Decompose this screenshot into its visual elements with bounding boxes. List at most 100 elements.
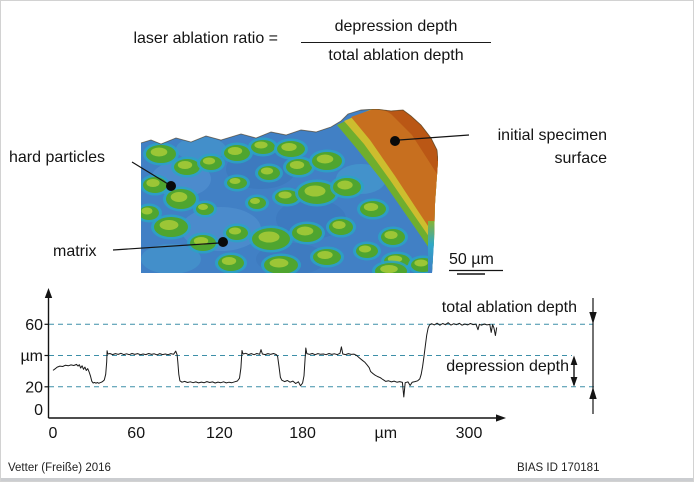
particle-core — [170, 192, 188, 202]
particle-core — [159, 220, 179, 230]
x-tick-label-0: 0 — [49, 425, 58, 442]
hard-particle-blob — [295, 179, 339, 207]
hard-particle-blob — [261, 253, 301, 273]
hard-particle-blob — [245, 194, 269, 212]
hard-particle-blob — [171, 156, 203, 178]
y-axis-arrowhead — [44, 288, 53, 298]
hard-particle-blobs — [141, 137, 438, 273]
hard-particle-blob — [223, 223, 251, 243]
particle-core — [363, 203, 379, 211]
hard-particle-blob — [215, 252, 247, 273]
particle-core — [296, 226, 314, 236]
particle-core — [227, 147, 243, 155]
x-tick-label-300: 300 — [456, 425, 483, 442]
formula-lhs: laser ablation ratio = — [133, 30, 278, 47]
formula-numerator: depression depth — [334, 18, 458, 35]
fraction-line — [301, 42, 491, 43]
hard-particle-blob — [248, 137, 278, 157]
particle-core — [193, 237, 209, 245]
hard-particle-blob — [353, 241, 381, 261]
y-tick-label-0: 0 — [34, 402, 43, 419]
particle-core — [380, 265, 398, 273]
x-tick-label-µm: µm — [375, 425, 398, 442]
particle-core — [260, 167, 274, 175]
right-edge-gradient — [428, 221, 438, 273]
hard-particle-blob — [221, 142, 253, 164]
x-tick-label-120: 120 — [206, 425, 233, 442]
particle-core — [198, 204, 208, 210]
depth-profile-line — [52, 322, 498, 398]
hard-particle-blob — [274, 138, 308, 160]
source-credit: Vetter (Freiße) 2016 — [8, 462, 111, 474]
hard-particle-blob — [249, 225, 293, 253]
hard-particle-blob — [141, 203, 162, 223]
depression-depth-label: depression depth — [446, 358, 569, 375]
particle-core — [141, 207, 153, 215]
y-tick-label-µm: µm — [20, 348, 43, 365]
hard-particle-blob — [187, 232, 219, 254]
particle-core — [414, 259, 428, 267]
hard-particle-blob — [378, 226, 408, 248]
hard-particle-blob — [197, 153, 225, 173]
particle-core — [202, 157, 216, 165]
hard-particle-blob — [141, 174, 170, 196]
hard-particle-blob — [372, 260, 410, 273]
surface-top-edge — [141, 109, 438, 162]
x-axis-arrowhead — [496, 414, 506, 422]
topography-micrograph — [141, 109, 438, 273]
hard-particle-blob — [151, 214, 191, 240]
particle-core — [337, 180, 353, 190]
particle-core — [221, 257, 237, 265]
hard-particle-blob — [326, 216, 356, 238]
particle-core — [254, 141, 268, 149]
hard-particle-blob — [272, 187, 302, 207]
particle-core — [146, 179, 160, 187]
matrix-label: matrix — [53, 243, 97, 260]
hard-particle-blob — [330, 175, 364, 199]
y-tick-label-20: 20 — [25, 379, 43, 396]
particle-core — [250, 198, 260, 204]
hard-particle-blob — [255, 163, 283, 183]
matrix-texture-patch — [141, 244, 201, 273]
initial-surface-label-line2: surface — [554, 150, 607, 167]
hard-particle-blob — [143, 142, 179, 166]
hard-particles-label: hard particles — [9, 149, 106, 166]
hard-particle-blob — [224, 174, 250, 192]
particle-core — [384, 231, 398, 239]
particle-core — [177, 161, 193, 169]
total-depth-up-arrowhead — [589, 387, 597, 399]
particle-core — [258, 231, 280, 243]
formula-denominator: total ablation depth — [328, 47, 464, 64]
particle-core — [317, 251, 333, 259]
hard-particle-blob — [283, 156, 315, 178]
hard-particle-blob — [310, 246, 344, 268]
initial-surface-red — [379, 109, 438, 177]
particle-core — [304, 185, 326, 197]
particle-core — [229, 178, 241, 184]
x-tick-label-60: 60 — [127, 425, 145, 442]
initial-surface-label-line1: initial specimen — [497, 127, 607, 144]
particle-core — [281, 143, 297, 151]
bottom-border-band — [1, 478, 693, 481]
particle-core — [289, 161, 305, 169]
y-tick-label-60: 60 — [25, 317, 43, 334]
total-depth-down-arrowhead — [589, 312, 597, 324]
initial-surface-label: initial specimen surface — [498, 124, 607, 170]
particle-core — [316, 154, 334, 164]
depression-depth-down-arrowhead — [570, 377, 578, 387]
particle-core — [269, 258, 289, 268]
hard-particle-blob — [163, 186, 199, 212]
particle-core — [278, 191, 292, 199]
figure-id: BIAS ID 170181 — [517, 462, 600, 474]
particle-core — [150, 147, 168, 157]
scale-bar-label: 50 µm — [449, 251, 494, 268]
depth-profile-chart: 60 µm 20 00 60 120 180 µm 300 — [20, 317, 594, 442]
total-ablation-depth-label: total ablation depth — [441, 299, 577, 316]
hard-particle-blob — [289, 221, 325, 245]
particle-core — [358, 245, 372, 253]
particle-core — [228, 227, 242, 235]
hard-particle-blob — [193, 200, 217, 218]
hard-particle-blob — [357, 198, 389, 220]
particle-core — [332, 221, 346, 229]
